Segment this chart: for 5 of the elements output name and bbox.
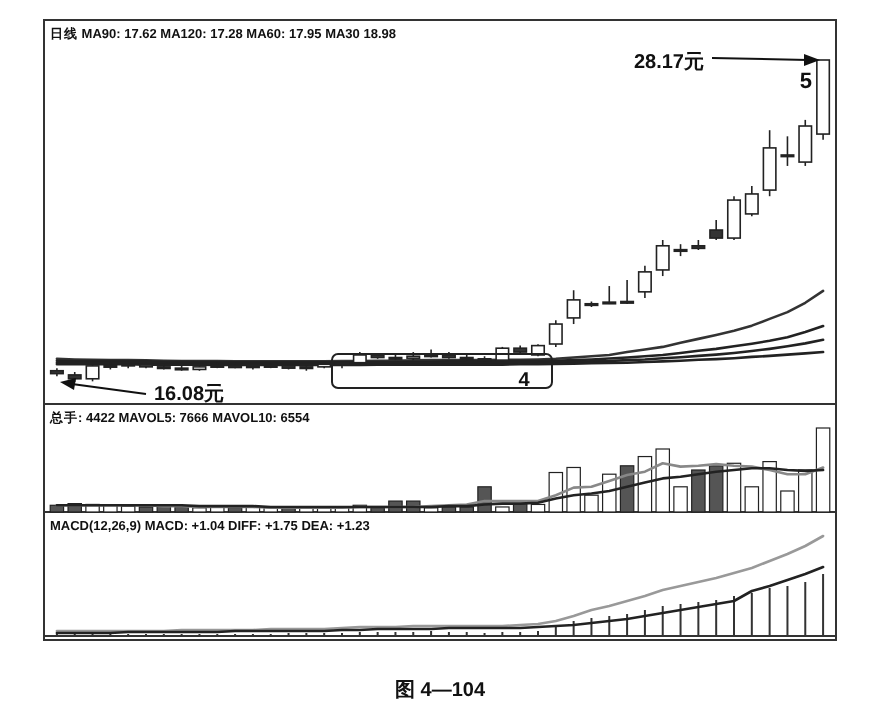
annotation: 5 — [799, 70, 812, 94]
text: 16.08元 — [154, 382, 225, 406]
caption: 图 4—104 — [394, 680, 486, 702]
annotation: 4 — [518, 370, 531, 392]
annotation: 28.17元 — [633, 50, 704, 74]
